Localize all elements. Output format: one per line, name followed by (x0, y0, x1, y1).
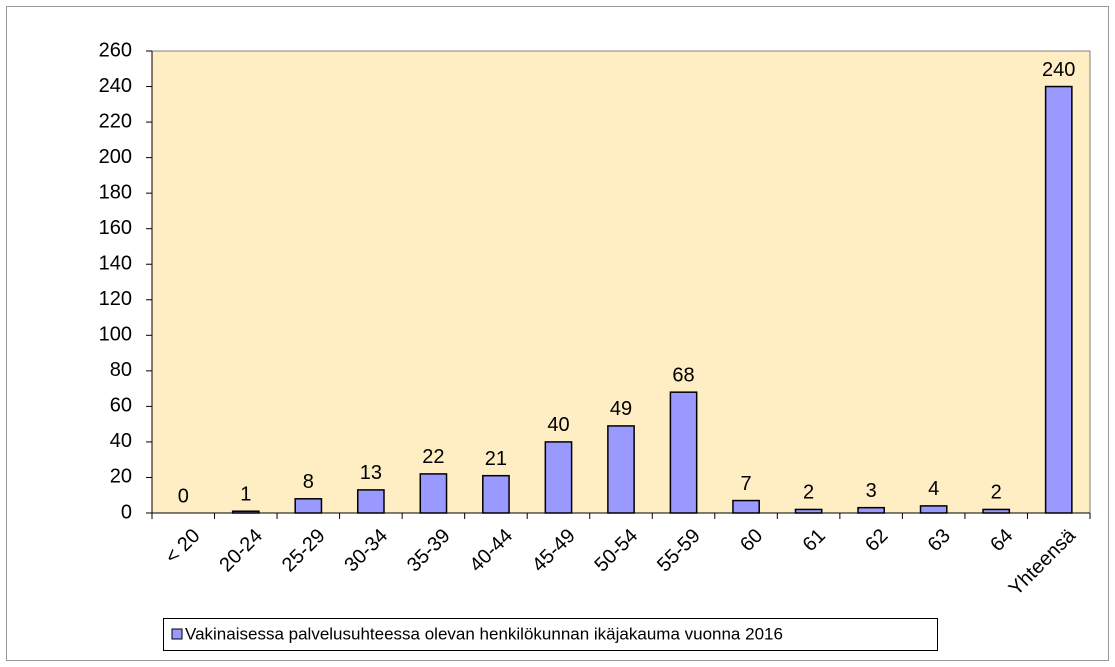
y-tick-label: 220 (99, 110, 132, 132)
bar (544, 441, 573, 514)
data-label: 21 (485, 448, 507, 470)
data-label: 2 (991, 482, 1002, 504)
data-label: 8 (303, 471, 314, 493)
y-tick-label: 100 (99, 324, 132, 346)
bar (1044, 85, 1073, 514)
y-tick-label: 240 (99, 75, 132, 97)
y-tick-label: 80 (110, 359, 132, 381)
bar (294, 498, 323, 514)
data-label: 49 (610, 398, 632, 420)
data-label: 2 (803, 482, 814, 504)
data-label: 3 (866, 480, 877, 502)
bar (794, 508, 823, 514)
data-label: 22 (422, 446, 444, 468)
data-label: 7 (741, 473, 752, 495)
bar (356, 489, 385, 514)
bar (669, 391, 698, 514)
y-tick-label: 160 (99, 217, 132, 239)
data-label: 240 (1042, 59, 1075, 81)
data-label: 0 (178, 485, 189, 507)
legend-label: Vakinaisessa palvelusuhteessa olevan hen… (185, 624, 783, 643)
data-label: 13 (360, 462, 382, 484)
bar (482, 474, 510, 514)
bar (732, 499, 760, 514)
y-tick-label: 120 (99, 288, 132, 310)
bar (857, 506, 886, 514)
y-tick-label: 0 (121, 501, 132, 523)
y-tick-label: 260 (99, 39, 132, 61)
y-tick-label: 20 (110, 466, 132, 488)
bar (607, 425, 635, 514)
legend-swatch (171, 628, 183, 640)
bar (982, 508, 1011, 514)
bar (919, 505, 948, 514)
data-label: 40 (547, 414, 569, 436)
data-label: 1 (240, 484, 251, 506)
bar (419, 473, 448, 514)
data-label: 68 (672, 364, 694, 386)
y-tick-label: 60 (110, 395, 132, 417)
y-tick-label: 40 (110, 430, 132, 452)
data-label: 4 (928, 478, 939, 500)
y-tick-label: 140 (99, 253, 132, 275)
y-tick-label: 200 (99, 146, 132, 168)
legend (163, 618, 938, 651)
bar (231, 510, 260, 514)
y-tick-label: 180 (99, 181, 132, 203)
